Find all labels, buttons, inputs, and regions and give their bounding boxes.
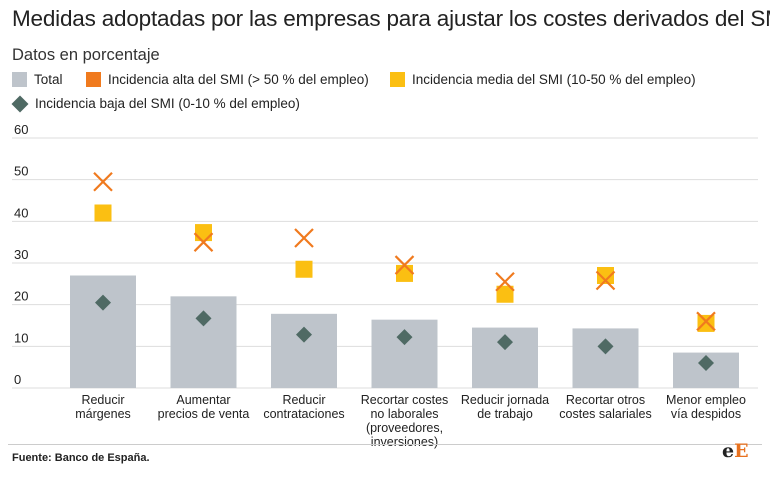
legend-item-alta: Incidencia alta del SMI (> 50 % del empl… bbox=[86, 72, 369, 87]
x-tick-label-line: márgenes bbox=[75, 407, 131, 421]
marker-media-square bbox=[94, 204, 112, 222]
marker-baja-diamond bbox=[497, 334, 513, 351]
y-tick-label: 40 bbox=[14, 205, 28, 220]
marker-alta-cross bbox=[93, 171, 113, 192]
x-tick-label-line: vía despidos bbox=[671, 407, 741, 421]
x-tick-label-line: no laborales bbox=[370, 407, 438, 421]
marker-baja-diamond bbox=[296, 326, 312, 343]
marker-alta-cross bbox=[294, 228, 314, 248]
x-tick-label-line: de trabajo bbox=[477, 407, 533, 421]
legend-item-media: Incidencia media del SMI (10-50 % del em… bbox=[390, 72, 696, 87]
bar-total bbox=[271, 313, 337, 388]
legend-label-total: Total bbox=[34, 72, 63, 87]
y-tick-label: 60 bbox=[14, 122, 28, 137]
marker-baja-diamond bbox=[698, 355, 714, 371]
marker-baja-diamond bbox=[195, 310, 212, 327]
x-tick-label-line: Recortar costes bbox=[361, 393, 449, 407]
marker-media-square bbox=[295, 260, 313, 278]
legend-swatch-alta bbox=[86, 72, 101, 87]
x-tick-label: Reducir contrataciones bbox=[263, 393, 344, 421]
marker-baja-diamond bbox=[597, 338, 614, 355]
x-tick-label-line: Recortar otros bbox=[566, 393, 645, 407]
marker-media-square bbox=[195, 224, 212, 242]
markers bbox=[93, 171, 716, 371]
marker-media-square bbox=[597, 267, 614, 284]
legend-swatch-media bbox=[390, 72, 405, 87]
marker-baja-diamond bbox=[396, 329, 413, 346]
brand-logo: eE bbox=[722, 440, 749, 462]
x-tick-label: Aumentar precios de venta bbox=[158, 393, 250, 421]
marker-alta-cross bbox=[495, 271, 515, 292]
marker-alta-cross bbox=[595, 270, 616, 291]
x-tick-label-line: Reducir jornada bbox=[461, 393, 549, 407]
y-tick-label: 20 bbox=[14, 289, 28, 304]
bar-total bbox=[70, 275, 136, 388]
legend-label-media: Incidencia media del SMI (10-50 % del em… bbox=[412, 72, 696, 87]
marker-baja-diamond bbox=[95, 294, 111, 311]
legend-item-baja: Incidencia baja del SMI (0-10 % del empl… bbox=[11, 95, 300, 112]
x-tick-label-line: precios de venta bbox=[158, 407, 250, 421]
y-tick-label: 50 bbox=[14, 164, 28, 179]
y-tick-label: 10 bbox=[14, 330, 28, 345]
marker-alta-cross bbox=[394, 255, 415, 275]
marker-media-square bbox=[697, 314, 715, 332]
x-tick-label-line: Reducir bbox=[81, 393, 124, 407]
x-tick-label-line: costes salariales bbox=[559, 407, 651, 421]
x-tick-label-line: Aumentar bbox=[176, 393, 230, 407]
logo-letter-e: e bbox=[722, 440, 735, 462]
chart-title: Medidas adoptadas por las empresas para … bbox=[12, 6, 770, 31]
marker-media-square bbox=[496, 285, 514, 303]
x-tick-label: Recortar otros costes salariales bbox=[559, 393, 651, 421]
y-axis-ticks: 0 10 20 30 40 50 60 bbox=[14, 122, 28, 387]
legend-label-alta: Incidencia alta del SMI (> 50 % del empl… bbox=[108, 72, 369, 87]
x-tick-label-line: (proveedores, bbox=[366, 421, 443, 435]
y-tick-label: 0 bbox=[14, 372, 21, 387]
x-tick-label-line: inversiones) bbox=[371, 435, 438, 449]
x-tick-label: Reducir jornada de trabajo bbox=[461, 393, 549, 421]
x-tick-label-line: Menor empleo bbox=[666, 393, 746, 407]
marker-media-square bbox=[396, 264, 413, 282]
logo-letter-E: E bbox=[734, 440, 749, 462]
x-tick-label: Reducir márgenes bbox=[75, 393, 131, 421]
x-tick-label: Menor empleo vía despidos bbox=[666, 393, 746, 421]
bar-total bbox=[572, 328, 639, 388]
marker-alta-cross bbox=[193, 232, 214, 252]
legend: Total Incidencia alta del SMI (> 50 % de… bbox=[11, 70, 762, 118]
legend-item-total: Total bbox=[12, 72, 63, 87]
chart-subtitle: Datos en porcentaje bbox=[12, 46, 160, 64]
grid-lines bbox=[12, 137, 758, 389]
y-tick-label: 30 bbox=[14, 247, 28, 262]
legend-swatch-baja bbox=[11, 95, 29, 112]
x-tick-label-line: contrataciones bbox=[263, 407, 344, 421]
footer-divider bbox=[8, 444, 762, 445]
bar-total bbox=[170, 296, 237, 388]
legend-label-baja: Incidencia baja del SMI (0-10 % del empl… bbox=[35, 96, 300, 111]
source-note: Fuente: Banco de España. bbox=[12, 452, 150, 464]
x-tick-label-line: Reducir bbox=[282, 393, 325, 407]
legend-swatch-total bbox=[12, 72, 27, 87]
x-tick-label: Recortar costes no laborales (proveedores,… bbox=[361, 393, 449, 449]
marker-alta-cross bbox=[696, 311, 716, 332]
